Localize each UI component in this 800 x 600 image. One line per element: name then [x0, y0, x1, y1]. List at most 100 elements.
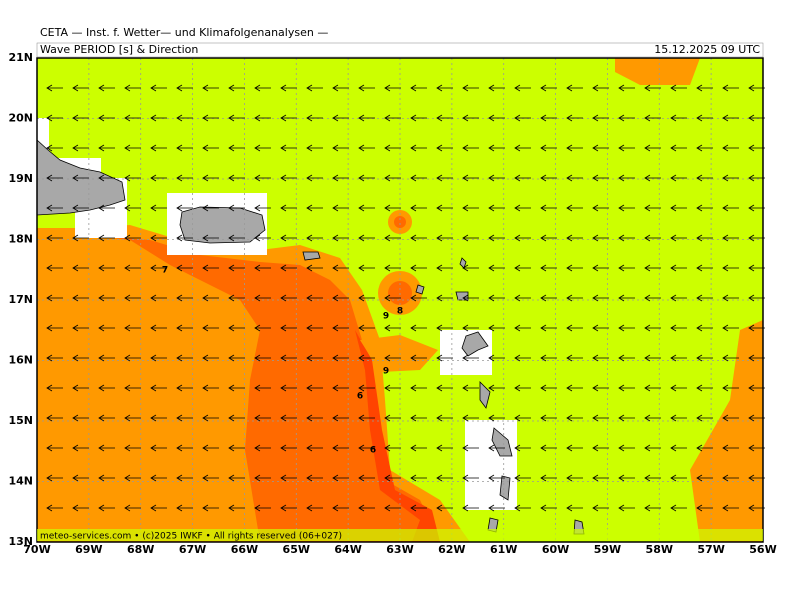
direction-arrow [72, 324, 89, 332]
direction-arrow [176, 234, 193, 242]
direction-arrow [150, 504, 167, 512]
direction-arrow [176, 174, 193, 182]
direction-arrow [202, 144, 219, 152]
direction-arrow [696, 84, 713, 92]
direction-arrow [462, 294, 479, 302]
direction-arrow [46, 114, 63, 122]
direction-arrow [410, 264, 427, 272]
direction-arrow [488, 384, 505, 392]
direction-arrow [670, 84, 687, 92]
direction-arrow [332, 234, 349, 242]
direction-arrow [98, 114, 115, 122]
direction-arrow [46, 444, 63, 452]
direction-arrow [202, 384, 219, 392]
direction-arrow [98, 474, 115, 482]
lon-tick-label: 64W [334, 543, 361, 556]
direction-arrow [150, 234, 167, 242]
direction-arrow [696, 474, 713, 482]
direction-arrow [332, 324, 349, 332]
lon-tick-label: 60W [542, 543, 569, 556]
direction-arrow [488, 354, 505, 362]
direction-arrow [124, 204, 141, 212]
direction-arrow [228, 204, 245, 212]
direction-arrow [670, 414, 687, 422]
direction-arrow [462, 324, 479, 332]
direction-arrow [98, 444, 115, 452]
direction-arrow [618, 234, 635, 242]
direction-arrow [436, 384, 453, 392]
direction-arrow [280, 294, 297, 302]
direction-arrow [618, 384, 635, 392]
direction-arrow [228, 174, 245, 182]
direction-arrow [722, 504, 739, 512]
direction-arrow [72, 174, 89, 182]
direction-arrow [150, 384, 167, 392]
direction-arrow [332, 114, 349, 122]
direction-arrow [540, 204, 557, 212]
direction-arrow [228, 444, 245, 452]
direction-arrow [306, 414, 323, 422]
direction-arrow [176, 114, 193, 122]
direction-arrow [488, 84, 505, 92]
lon-tick-label: 59W [594, 543, 621, 556]
direction-arrow [696, 234, 713, 242]
direction-arrow [98, 384, 115, 392]
lat-tick-label: 16N [8, 354, 33, 367]
direction-arrow [618, 354, 635, 362]
direction-arrow [306, 174, 323, 182]
direction-arrow [280, 84, 297, 92]
lon-tick-label: 57W [697, 543, 724, 556]
direction-arrow [384, 354, 401, 362]
direction-arrow [384, 264, 401, 272]
direction-arrow [696, 114, 713, 122]
direction-arrow [462, 234, 479, 242]
contour-label: 6 [357, 392, 363, 402]
direction-arrow [722, 144, 739, 152]
direction-arrow [566, 384, 583, 392]
direction-arrow [280, 444, 297, 452]
direction-arrow [202, 504, 219, 512]
direction-arrow [254, 114, 271, 122]
direction-arrow [228, 114, 245, 122]
direction-arrow [566, 264, 583, 272]
direction-arrow [644, 414, 661, 422]
direction-arrow [462, 354, 479, 362]
direction-arrow [644, 234, 661, 242]
direction-arrow [384, 324, 401, 332]
lat-tick-label: 21N [8, 51, 33, 64]
direction-arrow [592, 324, 609, 332]
direction-arrow [618, 204, 635, 212]
direction-arrow [358, 144, 375, 152]
direction-arrow [306, 384, 323, 392]
direction-arrow [410, 474, 427, 482]
lon-tick-label: 61W [490, 543, 517, 556]
direction-arrow [254, 474, 271, 482]
lat-tick-label: 19N [8, 172, 33, 185]
direction-arrow [436, 444, 453, 452]
direction-arrow [618, 84, 635, 92]
contour-label: 9 [383, 312, 389, 322]
direction-arrow [722, 324, 739, 332]
direction-arrow [618, 504, 635, 512]
direction-arrow [722, 114, 739, 122]
lon-tick-label: 63W [386, 543, 413, 556]
lat-tick-label: 15N [8, 414, 33, 427]
direction-arrow [332, 84, 349, 92]
direction-arrow [150, 444, 167, 452]
lon-tick-label: 65W [283, 543, 310, 556]
direction-arrow [124, 174, 141, 182]
direction-arrow [670, 384, 687, 392]
direction-arrow [488, 144, 505, 152]
direction-arrow [462, 474, 479, 482]
lon-tick-label: 56W [749, 543, 776, 556]
direction-arrow [202, 114, 219, 122]
direction-arrow [722, 84, 739, 92]
direction-arrow [514, 324, 531, 332]
direction-arrow [514, 204, 531, 212]
direction-arrows [46, 84, 765, 512]
direction-arrow [202, 414, 219, 422]
direction-arrow [384, 414, 401, 422]
direction-arrow [540, 444, 557, 452]
direction-arrow [592, 444, 609, 452]
direction-arrow [202, 444, 219, 452]
